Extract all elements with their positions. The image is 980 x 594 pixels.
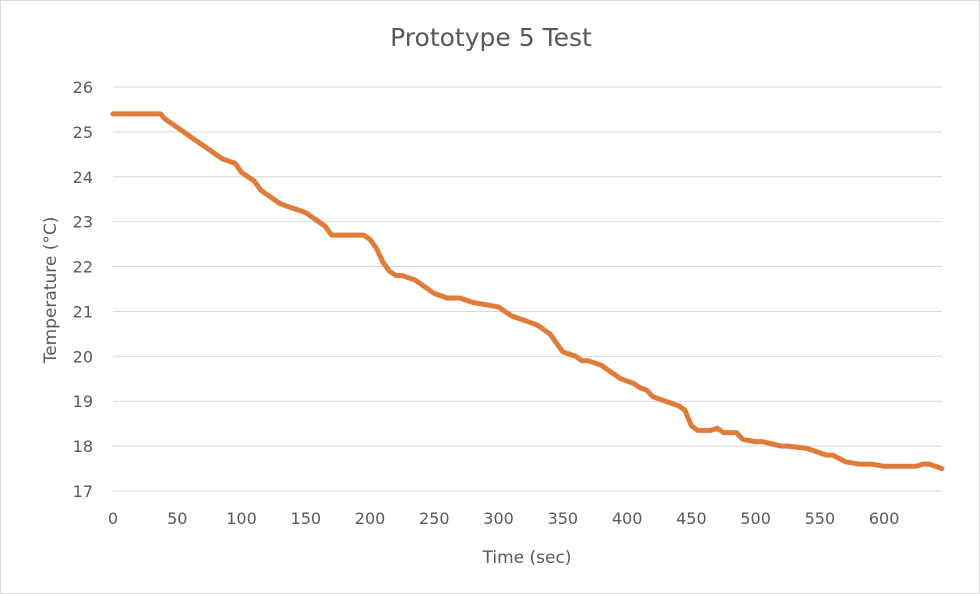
y-tick-label: 25: [73, 123, 93, 142]
y-tick-label: 26: [73, 78, 93, 97]
x-tick-label: 200: [355, 509, 386, 528]
series-layer: [110, 111, 945, 472]
y-tick-label: 21: [73, 302, 93, 321]
x-tick-label: 600: [869, 509, 900, 528]
y-tick-label: 22: [73, 258, 93, 277]
y-axis-ticks: 17 18 19 20 21 22 23 24 25 26: [73, 78, 93, 501]
y-tick-label: 19: [73, 392, 93, 411]
x-tick-label: 350: [548, 509, 579, 528]
x-axis-title: Time (sec): [482, 548, 572, 568]
x-tick-label: 400: [612, 509, 643, 528]
x-tick-label: 50: [167, 509, 187, 528]
y-tick-label: 24: [73, 168, 93, 187]
y-axis-title: Temperature (°C): [41, 217, 61, 365]
x-tick-label: 0: [108, 509, 118, 528]
x-axis-ticks: 0 50 100 150 200 250 300 350 400 450 500 550 600: [108, 509, 900, 528]
x-tick-label: 150: [291, 509, 322, 528]
y-tick-label: 20: [73, 347, 93, 366]
x-tick-label: 250: [419, 509, 450, 528]
y-tick-label: 23: [73, 213, 93, 232]
x-tick-label: 450: [676, 509, 707, 528]
series-line-0: [110, 111, 945, 472]
x-tick-label: 100: [226, 509, 257, 528]
x-tick-label: 300: [483, 509, 514, 528]
x-tick-label: 550: [805, 509, 836, 528]
y-tick-label: 18: [73, 437, 93, 456]
y-tick-label: 17: [73, 482, 93, 501]
chart-title: Prototype 5 Test: [390, 23, 592, 52]
gridlines: [113, 86, 942, 492]
x-tick-label: 500: [740, 509, 771, 528]
